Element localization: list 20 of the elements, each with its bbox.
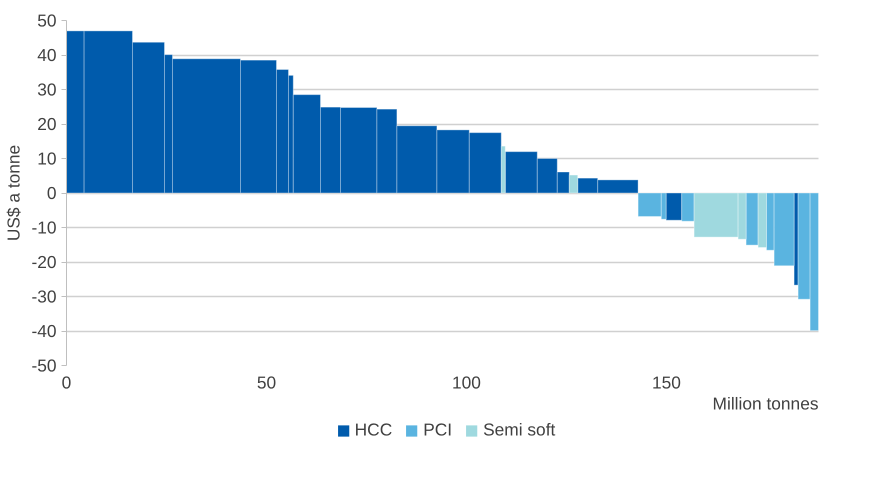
x-tick-label: 0: [62, 372, 72, 392]
x-tick-label: 50: [256, 372, 276, 392]
y-tick-label: -40: [31, 321, 56, 341]
y-tick-label: 30: [37, 80, 57, 100]
y-tick-label: -20: [31, 252, 56, 272]
y-tick-label: 50: [37, 10, 57, 30]
y-tick-label: 20: [37, 114, 57, 134]
y-tick-label: 40: [37, 45, 57, 65]
x-axis-title: Million tonnes: [712, 394, 819, 414]
legend-label: PCI: [423, 420, 452, 440]
x-tick-label: 100: [452, 372, 481, 392]
legend-label: HCC: [354, 420, 392, 440]
y-tick-label: -10: [31, 218, 56, 238]
y-tick-label: -30: [31, 286, 56, 306]
y-tick-label: 0: [46, 183, 57, 203]
y-axis-title: US$ a tonne: [3, 144, 24, 242]
y-tick-label: -50: [31, 356, 56, 376]
legend-label: Semi soft: [483, 420, 556, 440]
y-tick-label: 10: [37, 148, 57, 168]
x-tick-label: 150: [652, 372, 681, 392]
